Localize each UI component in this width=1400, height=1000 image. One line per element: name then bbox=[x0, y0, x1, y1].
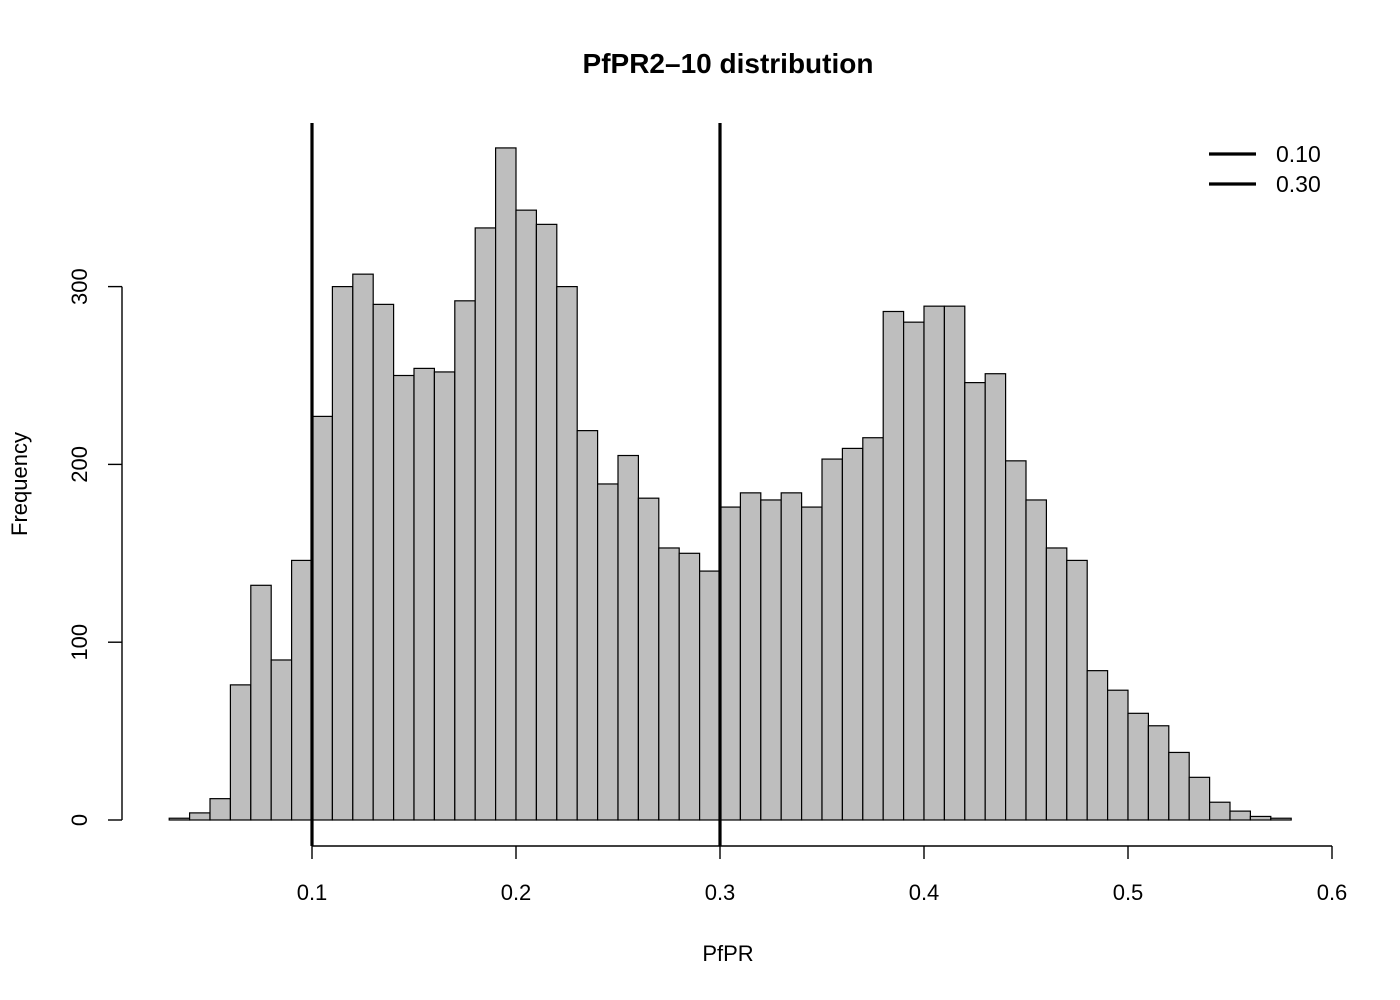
histogram-bar bbox=[902, 321, 925, 821]
histogram-bar bbox=[1127, 712, 1149, 821]
x-tick-label: 0.3 bbox=[705, 880, 736, 905]
histogram-bar bbox=[168, 817, 191, 821]
histogram-bar bbox=[1270, 817, 1292, 821]
histogram-bar bbox=[841, 447, 864, 821]
x-tick-label: 0.5 bbox=[1113, 880, 1144, 905]
histogram-bar bbox=[372, 303, 395, 821]
histogram-bar bbox=[1147, 725, 1170, 821]
histogram-bar bbox=[1086, 670, 1109, 821]
histogram-bar bbox=[780, 492, 803, 821]
histogram-bar bbox=[454, 300, 476, 821]
histogram-bar bbox=[229, 684, 252, 821]
histogram-bar bbox=[596, 483, 619, 821]
histogram-bar bbox=[1249, 815, 1272, 821]
y-tick-label: 100 bbox=[67, 624, 92, 661]
reference-lines-group bbox=[310, 123, 722, 846]
histogram-bar bbox=[719, 506, 741, 821]
histogram-bar bbox=[270, 659, 293, 821]
histogram-bar bbox=[800, 506, 823, 821]
histogram-bar bbox=[393, 374, 415, 821]
histogram-bar bbox=[658, 547, 680, 821]
histogram-bar bbox=[923, 305, 945, 821]
histogram-bar bbox=[617, 454, 639, 821]
histogram-bar bbox=[250, 584, 272, 821]
x-tick-label: 0.2 bbox=[501, 880, 532, 905]
histogram-bar bbox=[984, 373, 1007, 821]
histogram-bar bbox=[1004, 460, 1027, 821]
histogram-bar bbox=[535, 223, 558, 821]
histogram-bar bbox=[637, 497, 660, 821]
histogram-bar bbox=[576, 430, 599, 821]
histogram-bar bbox=[474, 227, 497, 821]
y-tick-label: 200 bbox=[67, 446, 92, 483]
x-tick-label: 0.4 bbox=[909, 880, 940, 905]
histogram-bar bbox=[964, 382, 986, 821]
bars-group bbox=[168, 147, 1292, 821]
legend: 0.10 0.30 bbox=[1209, 141, 1321, 197]
histogram-bar bbox=[862, 437, 884, 821]
histogram-bar bbox=[495, 147, 517, 821]
y-axis-label: Frequency bbox=[7, 432, 32, 536]
histogram-bar bbox=[189, 812, 211, 821]
y-tick-label: 300 bbox=[67, 268, 92, 305]
legend-label: 0.10 bbox=[1276, 141, 1321, 167]
histogram-bar bbox=[943, 305, 966, 821]
histogram-bar bbox=[515, 209, 537, 821]
histogram-bar bbox=[1168, 751, 1190, 821]
histogram-bar bbox=[556, 286, 578, 821]
histogram-bar bbox=[678, 552, 701, 821]
histogram-bar bbox=[209, 798, 231, 821]
histogram-bar bbox=[739, 492, 762, 821]
histogram-bar bbox=[1188, 776, 1211, 821]
histogram-bar bbox=[1025, 499, 1047, 821]
histogram-bar bbox=[1045, 547, 1068, 821]
histogram-bar bbox=[1066, 559, 1088, 821]
histogram-bar bbox=[1208, 801, 1231, 821]
histogram-bar bbox=[352, 273, 374, 821]
x-axis-label: PfPR bbox=[702, 941, 753, 966]
y-axis: 0 100 200 300 bbox=[67, 268, 123, 826]
histogram-bar bbox=[698, 570, 721, 821]
histogram-bar bbox=[413, 367, 435, 821]
histogram-bar bbox=[821, 458, 843, 821]
x-axis: 0.1 0.2 0.3 0.4 0.5 0.6 bbox=[297, 845, 1348, 905]
histogram-bar bbox=[311, 415, 333, 821]
x-tick-label: 0.6 bbox=[1317, 880, 1348, 905]
histogram-bar bbox=[433, 371, 456, 821]
y-tick-label: 0 bbox=[67, 814, 92, 826]
histogram-bar bbox=[291, 559, 313, 821]
histogram-bar bbox=[882, 310, 905, 821]
histogram-bar bbox=[760, 499, 782, 821]
histogram-bar bbox=[331, 286, 354, 821]
histogram-bar bbox=[1106, 689, 1129, 821]
legend-label: 0.30 bbox=[1276, 171, 1321, 197]
chart-title: PfPR2–10 distribution bbox=[583, 48, 874, 79]
histogram-bar bbox=[1229, 810, 1251, 821]
x-tick-label: 0.1 bbox=[297, 880, 328, 905]
